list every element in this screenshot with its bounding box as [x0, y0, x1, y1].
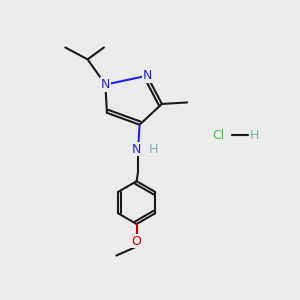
- Text: H: H: [249, 129, 259, 142]
- Text: N: N: [101, 78, 110, 91]
- Text: O: O: [132, 235, 142, 248]
- Text: H: H: [149, 142, 158, 156]
- Text: Cl: Cl: [212, 129, 224, 142]
- Text: N: N: [132, 142, 141, 156]
- Text: N: N: [142, 69, 152, 82]
